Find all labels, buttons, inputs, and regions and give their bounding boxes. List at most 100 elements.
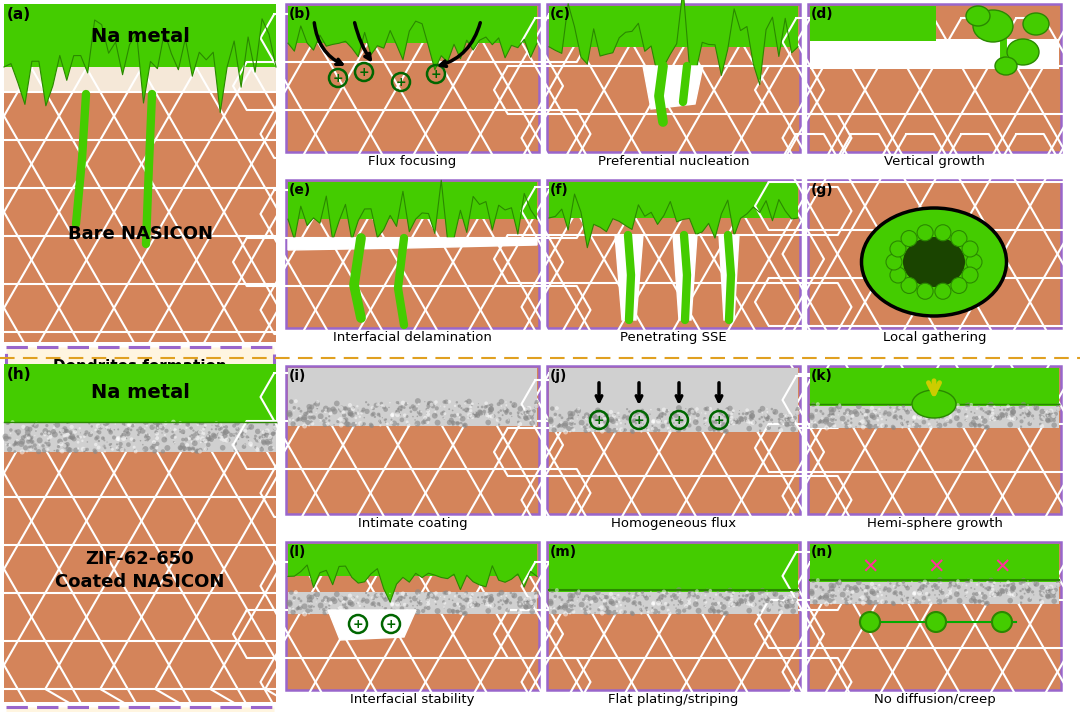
Circle shape [964, 403, 968, 407]
Circle shape [1039, 414, 1041, 417]
Circle shape [48, 444, 51, 446]
Circle shape [249, 427, 252, 429]
Circle shape [424, 592, 426, 593]
Circle shape [245, 435, 248, 439]
Circle shape [508, 419, 510, 421]
Circle shape [342, 602, 347, 607]
Circle shape [1007, 580, 1010, 584]
Circle shape [729, 602, 733, 607]
Circle shape [841, 422, 842, 423]
Circle shape [981, 426, 984, 429]
Circle shape [548, 419, 554, 424]
Circle shape [324, 410, 327, 412]
Circle shape [724, 415, 726, 417]
Circle shape [704, 600, 707, 604]
Circle shape [107, 441, 108, 443]
Circle shape [416, 612, 417, 613]
Circle shape [604, 595, 608, 599]
Circle shape [48, 432, 50, 434]
Circle shape [510, 401, 512, 403]
Circle shape [334, 612, 335, 614]
Circle shape [297, 416, 302, 422]
Circle shape [390, 413, 394, 417]
Circle shape [665, 409, 669, 413]
Circle shape [622, 417, 625, 419]
Circle shape [766, 600, 769, 603]
Circle shape [635, 604, 637, 607]
Circle shape [966, 419, 967, 422]
Circle shape [917, 591, 922, 596]
Circle shape [688, 410, 690, 412]
Circle shape [728, 419, 733, 424]
Circle shape [505, 599, 510, 603]
Circle shape [862, 408, 866, 413]
Circle shape [580, 426, 581, 427]
Circle shape [434, 600, 436, 602]
Circle shape [559, 422, 563, 424]
Circle shape [1051, 422, 1057, 428]
Circle shape [666, 422, 670, 424]
Circle shape [1003, 592, 1004, 593]
Circle shape [444, 399, 448, 404]
Circle shape [434, 591, 437, 595]
Circle shape [949, 580, 953, 584]
Circle shape [22, 425, 25, 429]
Circle shape [58, 444, 59, 445]
Circle shape [417, 416, 418, 417]
Circle shape [362, 610, 366, 614]
Circle shape [658, 414, 660, 417]
Circle shape [509, 602, 512, 604]
Circle shape [750, 411, 752, 413]
Circle shape [484, 602, 487, 605]
Circle shape [764, 596, 769, 602]
Circle shape [671, 417, 673, 419]
Circle shape [191, 437, 193, 440]
Circle shape [1027, 587, 1031, 592]
Circle shape [567, 592, 572, 598]
Circle shape [197, 424, 199, 426]
Circle shape [1040, 424, 1044, 429]
Circle shape [400, 599, 402, 601]
Circle shape [411, 406, 418, 412]
Circle shape [558, 422, 564, 428]
Circle shape [696, 590, 699, 593]
Circle shape [610, 601, 616, 606]
Circle shape [179, 431, 181, 433]
Circle shape [831, 593, 835, 598]
Circle shape [532, 605, 534, 606]
Circle shape [582, 598, 585, 601]
Bar [808, 542, 1061, 690]
Circle shape [578, 414, 579, 416]
Circle shape [990, 592, 995, 597]
Circle shape [580, 425, 582, 428]
Circle shape [205, 435, 211, 441]
Circle shape [473, 413, 477, 418]
Circle shape [502, 604, 503, 605]
Circle shape [172, 431, 174, 433]
Circle shape [238, 438, 240, 440]
Circle shape [255, 448, 259, 452]
Circle shape [675, 426, 681, 433]
Circle shape [724, 431, 726, 434]
Circle shape [644, 412, 647, 414]
Circle shape [996, 590, 998, 592]
Circle shape [845, 422, 848, 425]
Circle shape [988, 587, 991, 589]
Circle shape [460, 597, 462, 600]
Circle shape [981, 419, 983, 421]
Circle shape [576, 408, 581, 414]
Circle shape [202, 428, 205, 431]
Circle shape [672, 411, 676, 415]
Circle shape [521, 415, 524, 418]
Circle shape [865, 595, 870, 600]
Circle shape [174, 443, 175, 444]
Circle shape [485, 419, 491, 425]
Circle shape [1004, 412, 1008, 416]
Circle shape [595, 407, 600, 413]
Circle shape [341, 419, 347, 424]
Circle shape [922, 408, 926, 411]
Circle shape [1020, 419, 1024, 424]
Circle shape [592, 595, 597, 600]
Polygon shape [402, 238, 537, 248]
Circle shape [505, 608, 510, 612]
